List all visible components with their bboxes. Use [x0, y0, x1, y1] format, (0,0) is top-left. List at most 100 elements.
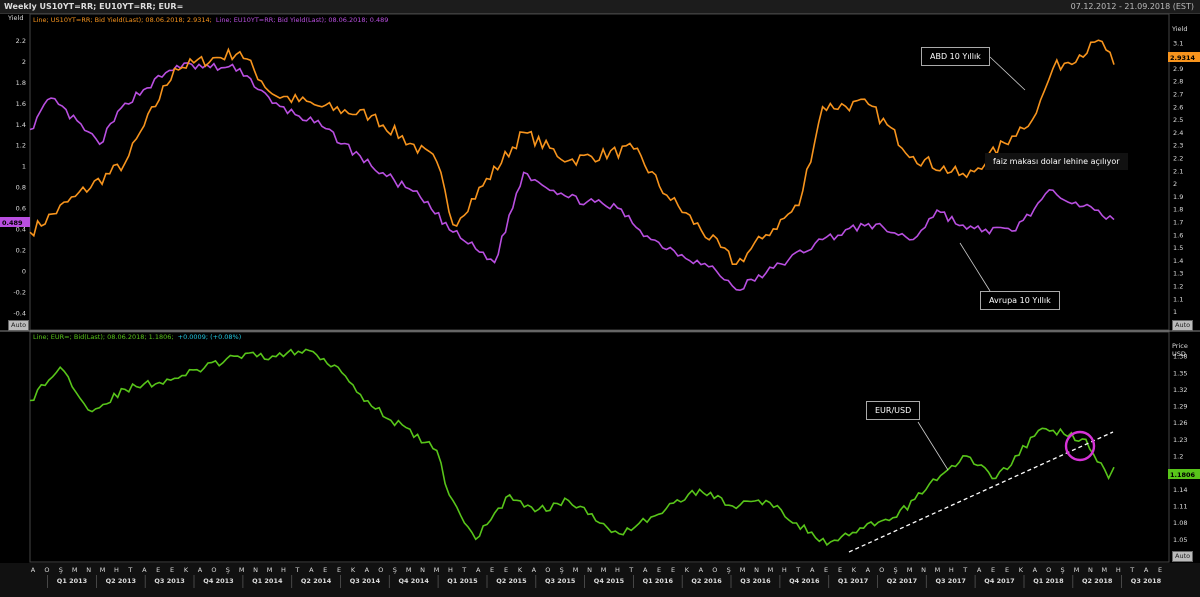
x-month-42: H — [615, 566, 620, 574]
x-month-24: A — [365, 566, 370, 574]
x-month-53: M — [768, 566, 774, 574]
x-month-70: E — [1005, 566, 1009, 574]
right-tick-18: 1.3 — [1173, 270, 1183, 278]
x-month-63: M — [907, 566, 913, 574]
right-tick-21: 1 — [1173, 308, 1177, 316]
x-month-7: T — [127, 566, 132, 574]
price-auto-button[interactable]: Auto — [1172, 551, 1194, 562]
left-y-axis[interactable]: 2.2 2 1.8 1.6 1.4 1.2 1 0.8 0.6 0.4 0.2 0 -0.2 -0.4 — [13, 37, 26, 317]
x-month-3: M — [72, 566, 78, 574]
x-month-52: N — [754, 566, 759, 574]
annotation-eurusd: EUR/USD — [866, 401, 921, 420]
annotation-eurusd-leader — [917, 421, 949, 471]
left-auto-button[interactable]: Auto — [8, 320, 30, 331]
series-eurusd-line — [29, 348, 1115, 547]
bottom-panel-frame — [29, 331, 1170, 563]
x-axis-quarters[interactable]: Q1 2013 Q2 2013 Q3 2013 Q4 2013 Q1 2014 Q2 20… — [47, 575, 1162, 588]
x-month-16: N — [253, 566, 258, 574]
x-month-34: E — [504, 566, 508, 574]
x-month-49: O — [712, 566, 717, 574]
right-tick-4: 2.7 — [1173, 91, 1183, 99]
right-auto-button[interactable]: Auto — [1172, 320, 1194, 331]
x-quarter-20: Q1 2018 — [1033, 577, 1064, 585]
top-panel-frame — [29, 13, 1170, 331]
x-month-1: O — [44, 566, 49, 574]
left-tick-11: 0 — [22, 267, 26, 275]
x-month-60: A — [866, 566, 871, 574]
right-tick-0: 3.1 — [1173, 39, 1183, 47]
right-tick-14: 1.7 — [1173, 219, 1183, 227]
x-quarter-14: Q3 2016 — [740, 577, 771, 585]
x-month-57: E — [824, 566, 828, 574]
x-quarter-13: Q2 2016 — [691, 577, 722, 585]
left-tick-3: 1.6 — [16, 100, 26, 108]
x-month-14: Ş — [226, 566, 230, 574]
x-quarter-19: Q4 2017 — [984, 577, 1014, 585]
price-y-axis[interactable]: 1.381.351.321.291.261.231.21.171.141.111… — [1173, 353, 1187, 544]
legend-us: Line; US10YT=RR; Bid Yield(Last); 08.06.… — [33, 16, 388, 24]
x-quarter-1: Q2 2013 — [106, 577, 136, 585]
x-quarter-18: Q3 2017 — [935, 577, 965, 585]
x-month-27: M — [406, 566, 412, 574]
x-quarter-11: Q4 2015 — [594, 577, 625, 585]
x-month-80: A — [1144, 566, 1149, 574]
right-y-axis[interactable]: 3.132.92.82.72.62.52.42.32.22.121.91.81.… — [1173, 39, 1183, 316]
x-month-2: Ş — [59, 566, 63, 574]
left-tick-1: 2 — [22, 58, 26, 66]
x-month-28: N — [420, 566, 425, 574]
left-tick-7: 0.8 — [16, 184, 26, 192]
x-month-77: M — [1101, 566, 1107, 574]
x-month-69: E — [991, 566, 995, 574]
x-month-41: M — [601, 566, 607, 574]
price-tick-8: 1.14 — [1173, 486, 1187, 494]
left-tick-2: 1.8 — [16, 79, 26, 87]
x-month-8: A — [142, 566, 147, 574]
last-eurusd-tag-bg — [1168, 469, 1200, 479]
x-quarter-17: Q2 2017 — [887, 577, 917, 585]
x-month-45: E — [657, 566, 661, 574]
left-tick-9: 0.4 — [16, 226, 26, 234]
x-month-11: K — [184, 566, 189, 574]
trend-line — [848, 431, 1114, 553]
price-axis-unit: USD — [1172, 350, 1186, 358]
x-month-50: Ş — [727, 566, 731, 574]
x-month-17: M — [267, 566, 273, 574]
x-month-32: A — [476, 566, 481, 574]
x-quarter-3: Q4 2013 — [203, 577, 233, 585]
last-eu-tag-bg — [0, 217, 30, 227]
x-month-38: Ş — [560, 566, 564, 574]
x-month-46: E — [671, 566, 675, 574]
x-month-40: N — [587, 566, 592, 574]
x-month-29: M — [434, 566, 440, 574]
last-eurusd-tag: 1.1806 — [1170, 471, 1196, 479]
price-tick-5: 1.23 — [1173, 436, 1187, 444]
last-us-tag: 2.9314 — [1170, 54, 1196, 62]
left-tick-6: 1 — [22, 163, 26, 171]
x-month-20: A — [309, 566, 314, 574]
price-tick-6: 1.2 — [1173, 453, 1183, 461]
x-month-58: E — [838, 566, 842, 574]
price-tick-11: 1.05 — [1173, 536, 1187, 544]
legend-eurusd: Line; EUR=; Bid(Last); 08.06.2018; 1.180… — [33, 333, 241, 341]
left-tick-4: 1.4 — [16, 121, 26, 129]
x-quarter-0: Q1 2013 — [57, 577, 87, 585]
x-month-35: K — [518, 566, 523, 574]
left-tick-5: 1.2 — [16, 142, 26, 150]
x-month-13: O — [211, 566, 216, 574]
x-quarter-22: Q3 2018 — [1131, 577, 1162, 585]
x-month-26: Ş — [393, 566, 397, 574]
x-month-10: E — [170, 566, 174, 574]
x-quarter-6: Q3 2014 — [350, 577, 381, 585]
price-tick-10: 1.08 — [1173, 519, 1187, 527]
x-month-62: Ş — [894, 566, 898, 574]
price-axis-label: Price — [1172, 342, 1188, 350]
x-quarter-7: Q4 2014 — [398, 577, 429, 585]
right-tick-2: 2.9 — [1173, 65, 1183, 73]
right-tick-6: 2.5 — [1173, 116, 1183, 124]
x-month-75: M — [1074, 566, 1080, 574]
x-month-18: H — [281, 566, 286, 574]
left-tick-0: 2.2 — [16, 37, 26, 45]
right-tick-7: 2.4 — [1173, 129, 1183, 137]
